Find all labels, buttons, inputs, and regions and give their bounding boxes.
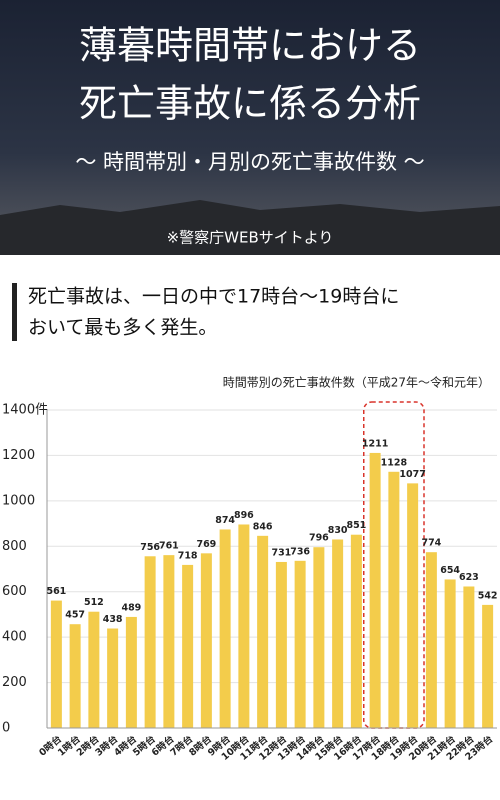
value-label: 1077 xyxy=(399,469,425,480)
bar xyxy=(238,524,250,728)
y-tick-label: 1400件 xyxy=(2,403,48,418)
value-label: 1211 xyxy=(362,438,388,449)
header-subtitle: 〜 時間帯別・月別の死亡事故件数 〜 xyxy=(75,150,424,174)
y-tick-label: 600 xyxy=(2,584,27,599)
value-label: 851 xyxy=(346,520,366,531)
bar xyxy=(182,564,194,728)
headline: 死亡事故は、一日の中で17時台〜19時台に xyxy=(28,286,399,308)
bar xyxy=(444,579,456,728)
bar xyxy=(50,600,62,728)
y-tick-label: 800 xyxy=(2,539,27,554)
value-label: 761 xyxy=(159,541,179,552)
horizon xyxy=(0,200,500,255)
value-label: 457 xyxy=(65,610,85,621)
bar xyxy=(463,586,475,728)
value-label: 561 xyxy=(46,586,66,597)
bar xyxy=(407,483,419,728)
value-label: 774 xyxy=(421,538,441,549)
bar xyxy=(294,560,306,728)
value-label: 1128 xyxy=(381,457,408,468)
value-label: 846 xyxy=(253,521,273,532)
value-label: 718 xyxy=(178,550,198,561)
value-label: 654 xyxy=(440,565,460,576)
value-label: 542 xyxy=(478,590,498,601)
bar xyxy=(125,616,137,728)
bar xyxy=(369,452,381,728)
header-title: 死亡事故に係る分析 xyxy=(79,82,421,126)
bar xyxy=(313,547,325,728)
value-label: 736 xyxy=(290,546,310,557)
value-label: 796 xyxy=(309,533,329,544)
y-tick-label: 200 xyxy=(2,675,27,690)
chart-title: 時間帯別の死亡事故件数（平成27年〜令和元年） xyxy=(223,375,490,390)
value-label: 756 xyxy=(140,542,160,553)
value-label: 731 xyxy=(271,547,291,558)
bar xyxy=(388,471,400,728)
bar xyxy=(144,556,156,728)
bar xyxy=(350,534,362,728)
header-source: ※警察庁WEBサイトより xyxy=(167,229,334,247)
value-label: 874 xyxy=(215,515,235,526)
bar xyxy=(482,604,494,728)
bar xyxy=(425,552,437,728)
y-tick-label: 1200 xyxy=(2,448,35,463)
bar xyxy=(257,535,269,728)
bar xyxy=(163,555,175,728)
bar xyxy=(107,628,119,728)
value-label: 489 xyxy=(121,602,141,613)
headline-bar xyxy=(12,283,17,341)
y-tick-label: 1000 xyxy=(2,493,35,508)
value-label: 438 xyxy=(103,614,123,625)
bar xyxy=(275,561,287,728)
value-label: 623 xyxy=(459,572,479,583)
bar xyxy=(332,539,344,728)
header-title: 薄暮時間帯における xyxy=(79,24,421,68)
bar xyxy=(88,611,100,728)
bar xyxy=(200,553,212,728)
bar xyxy=(69,624,81,728)
headline: おいて最も多く発生。 xyxy=(28,317,217,339)
value-label: 830 xyxy=(328,525,348,536)
value-label: 769 xyxy=(196,539,216,550)
y-tick-label: 0 xyxy=(2,721,10,736)
value-label: 512 xyxy=(84,597,104,608)
bar xyxy=(219,529,231,728)
value-label: 896 xyxy=(234,510,254,521)
y-tick-label: 400 xyxy=(2,630,27,645)
